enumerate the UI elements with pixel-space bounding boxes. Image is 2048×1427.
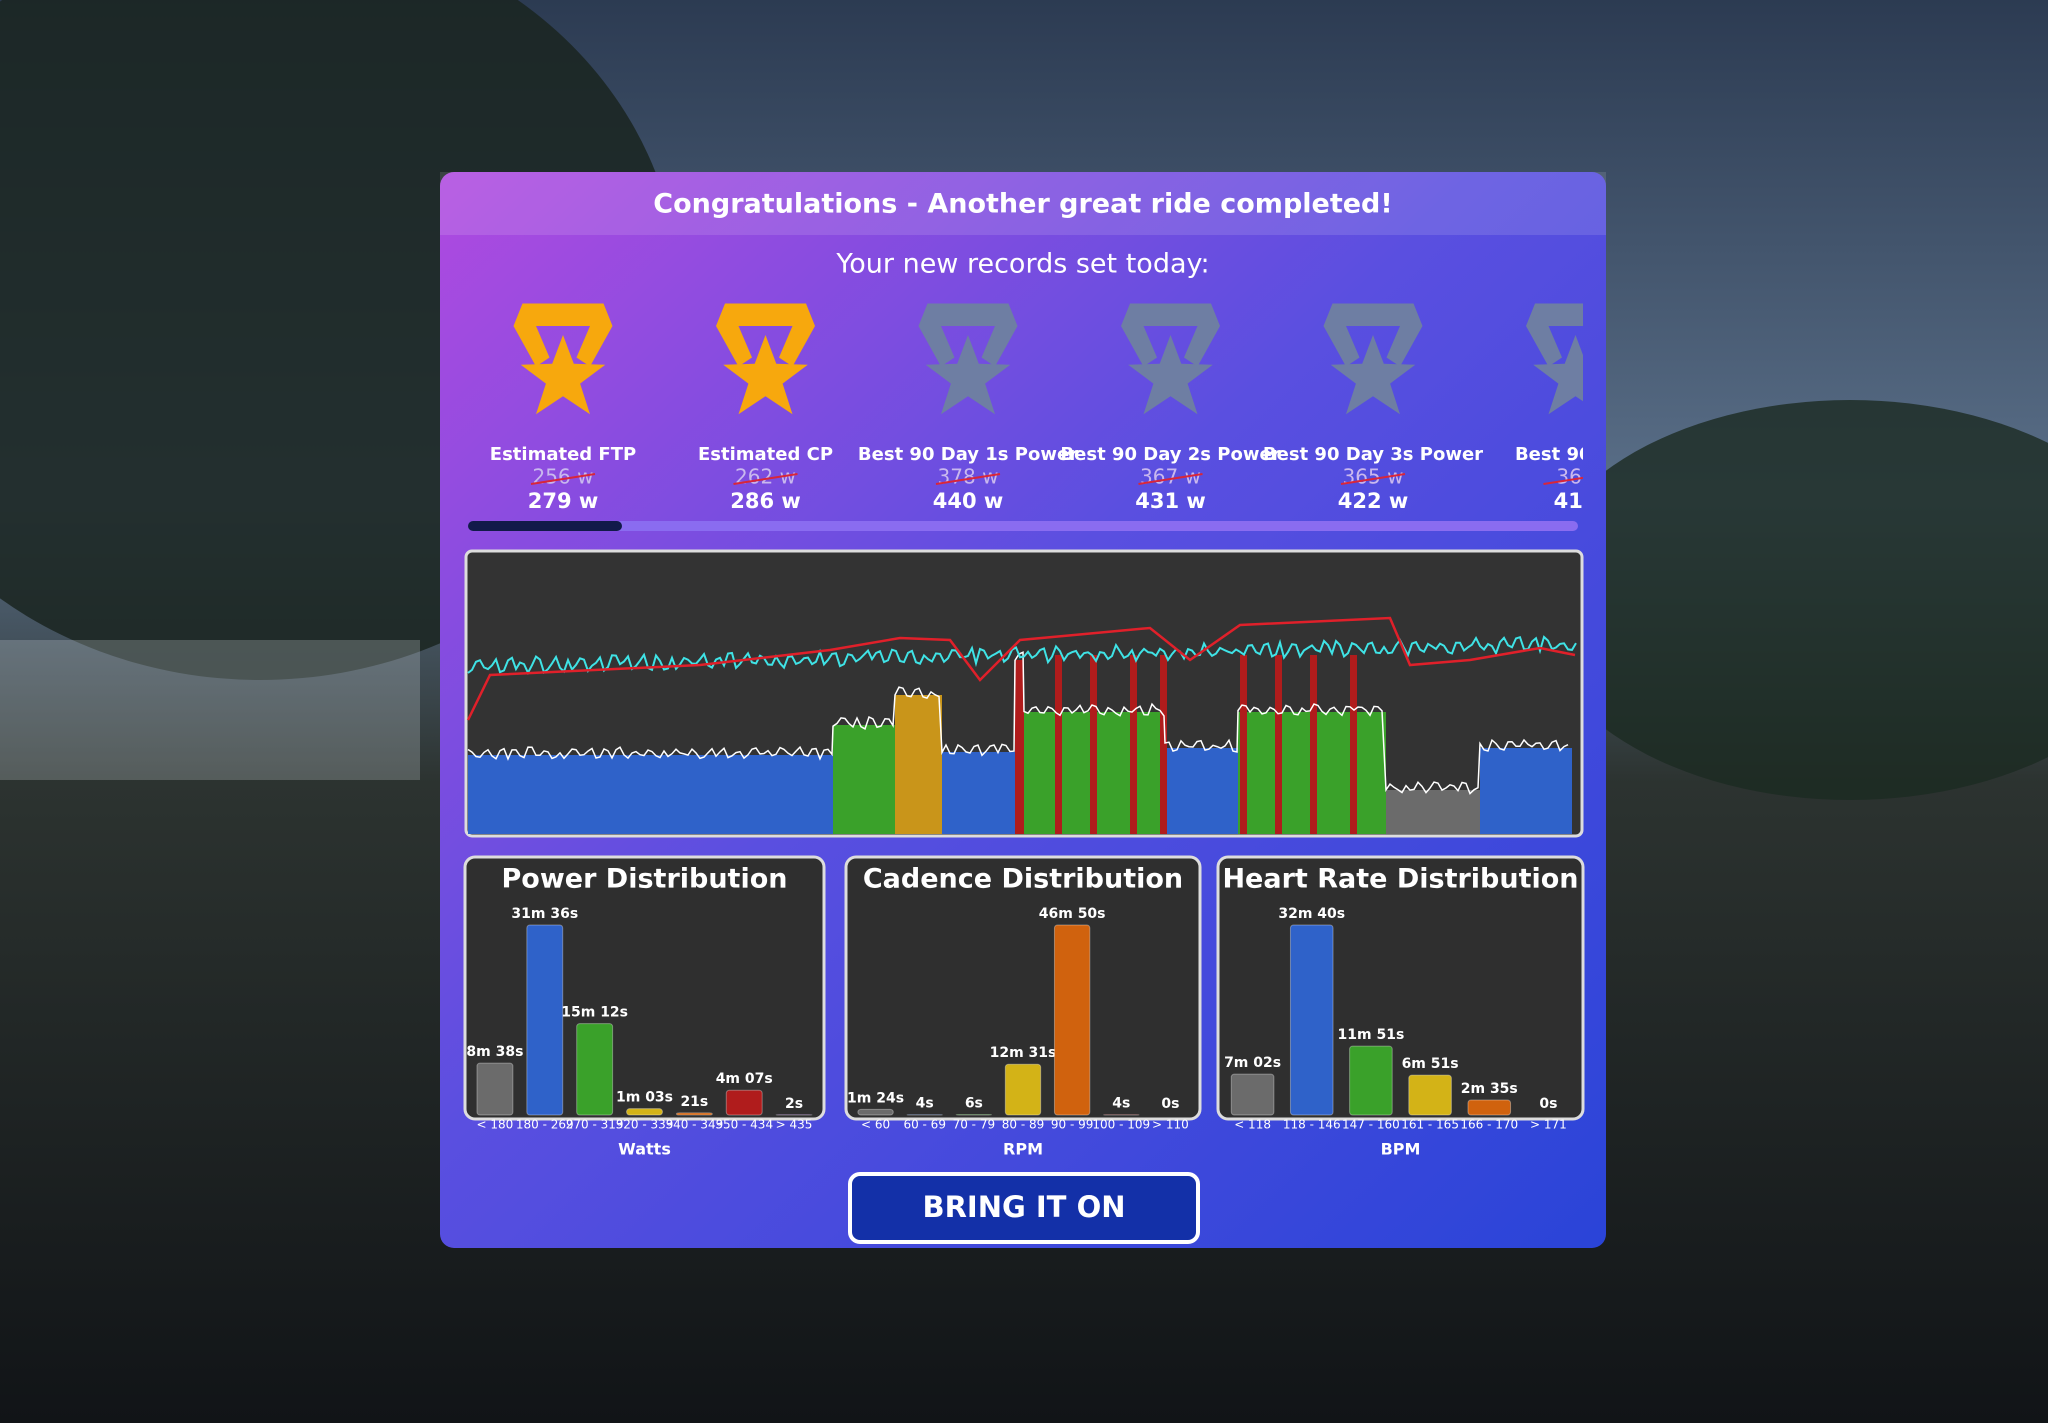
- axis-label: BPM: [1381, 1140, 1421, 1159]
- bar-label: 21s: [680, 1094, 708, 1110]
- zone: [1275, 655, 1282, 834]
- scroll-track: [468, 521, 1578, 531]
- category-label: 166 - 170: [1460, 1118, 1518, 1132]
- record-current: 440 w: [933, 489, 1004, 513]
- bar: [1468, 1100, 1511, 1115]
- bar-label: 4m 07s: [716, 1071, 773, 1087]
- record-label: Best 90 Day 1s Power: [858, 444, 1078, 465]
- bar: [627, 1109, 663, 1115]
- record-current: 422 w: [1338, 489, 1409, 513]
- bar-label: 31m 36s: [511, 906, 578, 922]
- bar-label: 46m 50s: [1039, 906, 1106, 922]
- header-title: Congratulations - Another great ride com…: [653, 189, 1392, 220]
- category-label: 100 - 109: [1092, 1118, 1150, 1132]
- bar-label: 1m 03s: [616, 1090, 673, 1106]
- scroll-thumb[interactable]: [468, 521, 622, 531]
- zone: [1165, 748, 1238, 834]
- distribution-title: Power Distribution: [501, 864, 787, 895]
- bar-label: 0s: [1161, 1096, 1179, 1112]
- category-label: 350 - 434: [715, 1118, 773, 1132]
- zone: [1090, 655, 1097, 834]
- bar: [1005, 1064, 1040, 1115]
- bar: [577, 1024, 613, 1115]
- zone: [1055, 655, 1062, 834]
- axis-label: RPM: [1003, 1140, 1043, 1159]
- category-label: < 180: [477, 1118, 514, 1132]
- category-label: > 435: [776, 1118, 813, 1132]
- category-label: 80 - 89: [1002, 1118, 1045, 1132]
- bar-label: 1m 24s: [847, 1090, 904, 1106]
- category-label: 161 - 165: [1401, 1118, 1459, 1132]
- zone: [1160, 655, 1167, 834]
- record-label: Best 90 Day 2s Power: [1060, 444, 1280, 465]
- category-label: 90 - 99: [1051, 1118, 1094, 1132]
- category-label: 70 - 79: [953, 1118, 996, 1132]
- zone: [468, 755, 833, 834]
- bar-label: 6m 51s: [1402, 1056, 1459, 1072]
- records-title: Your new records set today:: [835, 249, 1209, 280]
- record-label: Best 90 Day 3s Power: [1263, 444, 1483, 465]
- zone: [1386, 790, 1480, 834]
- bar: [477, 1063, 513, 1115]
- category-label: < 118: [1234, 1118, 1271, 1132]
- bar: [676, 1113, 712, 1115]
- record-current: 279 w: [528, 489, 599, 513]
- category-label: > 171: [1530, 1118, 1567, 1132]
- glow: [0, 640, 420, 780]
- zone: [1240, 655, 1247, 834]
- category-label: 147 - 160: [1342, 1118, 1400, 1132]
- bar: [1231, 1074, 1274, 1115]
- zone: [1350, 655, 1357, 834]
- zone: [1310, 655, 1317, 834]
- bar-label: 6s: [965, 1096, 983, 1112]
- bar: [1054, 925, 1089, 1115]
- bar-label: 7m 02s: [1224, 1055, 1281, 1071]
- bar: [1290, 925, 1333, 1115]
- bar: [726, 1090, 762, 1115]
- bar: [1350, 1046, 1393, 1115]
- zone: [1480, 748, 1572, 834]
- bar-label: 32m 40s: [1278, 906, 1345, 922]
- record-current: 431 w: [1135, 489, 1206, 513]
- bar-label: 4s: [1112, 1096, 1130, 1112]
- distribution-title: Cadence Distribution: [863, 864, 1183, 895]
- bar-label: 0s: [1539, 1096, 1557, 1112]
- bar-label: 2m 35s: [1461, 1081, 1518, 1097]
- bar-label: 11m 51s: [1338, 1027, 1405, 1043]
- zone: [1015, 660, 1024, 834]
- category-label: < 60: [861, 1118, 890, 1132]
- bar-label: 12m 31s: [990, 1045, 1057, 1061]
- category-label: 60 - 69: [903, 1118, 946, 1132]
- bar: [1409, 1075, 1452, 1115]
- category-label: 118 - 146: [1283, 1118, 1341, 1132]
- record-label: Estimated FTP: [490, 444, 636, 465]
- distributions: Power Distribution Watts 8m 38s < 180 31m 36…: [465, 857, 1583, 1159]
- distribution-title: Heart Rate Distribution: [1222, 864, 1578, 895]
- bar-label: 4s: [916, 1096, 934, 1112]
- bar-label: 2s: [785, 1096, 803, 1112]
- bar: [527, 925, 563, 1115]
- zone: [1130, 655, 1137, 834]
- button-label[interactable]: BRING IT ON: [923, 1190, 1126, 1224]
- zone: [942, 752, 1015, 834]
- category-label: > 110: [1152, 1118, 1189, 1132]
- bar-label: 8m 38s: [466, 1044, 523, 1060]
- zone: [895, 695, 942, 834]
- record-current: 286 w: [730, 489, 801, 513]
- bar-label: 15m 12s: [561, 1005, 628, 1021]
- bar: [858, 1109, 893, 1115]
- record-label: Estimated CP: [698, 444, 833, 465]
- zone: [833, 725, 895, 834]
- axis-label: Watts: [618, 1140, 671, 1159]
